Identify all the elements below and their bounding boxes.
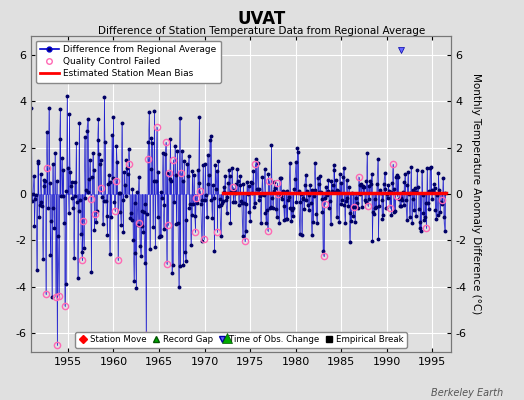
Text: Berkeley Earth: Berkeley Earth: [431, 388, 503, 398]
Text: Difference of Station Temperature Data from Regional Average: Difference of Station Temperature Data f…: [99, 26, 425, 36]
Legend: Station Move, Record Gap, Time of Obs. Change, Empirical Break: Station Move, Record Gap, Time of Obs. C…: [75, 332, 407, 348]
Text: UVAT: UVAT: [238, 10, 286, 28]
Y-axis label: Monthly Temperature Anomaly Difference (°C): Monthly Temperature Anomaly Difference (…: [471, 73, 481, 315]
